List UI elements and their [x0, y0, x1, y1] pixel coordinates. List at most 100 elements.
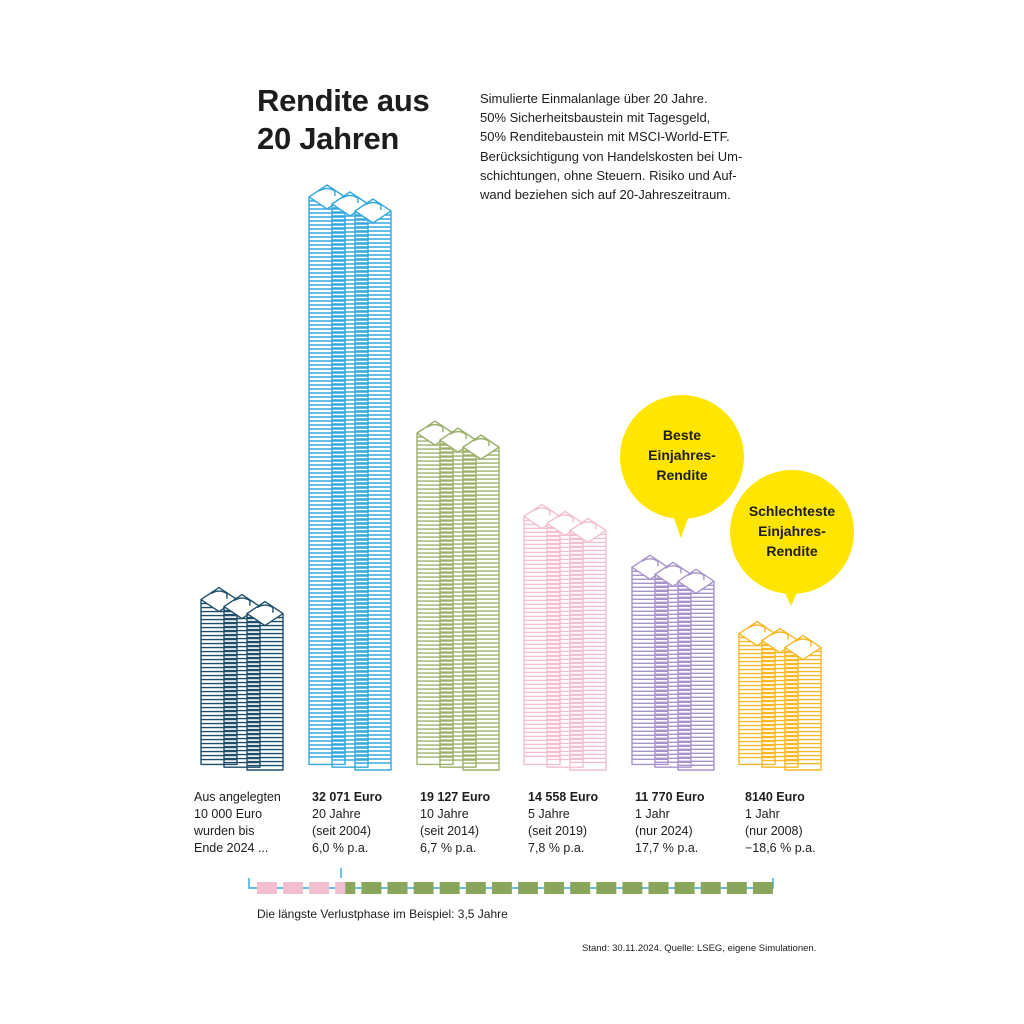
bar-range-label: (seit 2014) — [420, 824, 480, 838]
bubble-line: Rendite — [766, 543, 818, 559]
bar-value-label: 14 558 Euro — [528, 790, 599, 804]
bar-period-label: 1 Jahr — [635, 807, 670, 821]
bundle-band — [794, 638, 812, 647]
start-stack — [200, 586, 284, 771]
bubble-line: Rendite — [656, 467, 708, 483]
bundle-band — [210, 590, 228, 599]
stack-10-years — [416, 420, 500, 771]
gain-year-segment — [361, 882, 382, 894]
gain-year-segment — [544, 882, 565, 894]
chart-description: Simulierte Einmalanlage über 20 Jahre. 5… — [480, 89, 742, 204]
bubble-worst-label: Schlechteste Einjahres- Rendite — [727, 501, 857, 561]
gain-year-segment — [439, 882, 460, 894]
gain-year-segment — [726, 882, 747, 894]
bar-return-label: 17,7 % p.a. — [635, 841, 699, 855]
stack-worst-year — [738, 620, 822, 771]
bar-value-label: 19 127 Euro — [420, 790, 491, 804]
source-note: Stand: 30.11.2024. Quelle: LSEG, eigene … — [582, 943, 817, 954]
gain-year-segment — [674, 882, 695, 894]
bundle-top — [246, 600, 284, 627]
bundle-face — [416, 432, 454, 766]
bundle-band — [533, 507, 551, 516]
bundle-top — [784, 634, 822, 661]
gain-year-segment — [752, 882, 773, 894]
bubble-line: Beste — [662, 427, 702, 443]
gain-year-segment — [518, 882, 538, 894]
loss-year-segment — [257, 882, 277, 894]
bar-period-label: 20 Jahre — [312, 807, 361, 821]
description-line: Berücksichtigung von Handelskosten bei U… — [480, 148, 743, 164]
gain-year-segment — [648, 882, 669, 894]
bar-value-label: 8140 Euro — [745, 790, 805, 804]
bar-return-label: 7,8 % p.a. — [528, 841, 585, 855]
bubble-tail — [780, 582, 802, 606]
bundle-top — [354, 198, 392, 224]
bundle-band — [556, 514, 574, 523]
gain-year-segment — [465, 882, 486, 894]
intro-line: Aus angelegten — [194, 790, 281, 804]
bar-range-label: (seit 2004) — [312, 824, 372, 838]
bar-period-label: 5 Jahre — [528, 807, 570, 821]
gain-year-segment — [596, 882, 617, 894]
description-line: wand beziehen sich auf 20-Jahreszeitraum… — [480, 187, 731, 203]
description-line: 50% Renditebaustein mit MSCI-World-ETF. — [480, 129, 730, 145]
bundle-band — [664, 565, 682, 574]
bundle-band — [318, 187, 336, 196]
bundle-top — [462, 434, 500, 460]
bar-label-20-years: 32 071 Euro 20 Jahre (seit 2004) 6,0 % p… — [312, 789, 382, 857]
bar-range-label: (nur 2024) — [635, 824, 693, 838]
bundle-band — [449, 430, 467, 440]
bubble-shapes — [620, 395, 854, 606]
intro-label: Aus angelegten 10 000 Euro wurden bis En… — [194, 789, 281, 857]
stack-5-years — [523, 503, 607, 771]
bubble-line: Einjahres- — [648, 447, 716, 463]
bubble-line: Schlechteste — [748, 503, 836, 519]
bar-label-2008: 8140 Euro 1 Jahr (nur 2008) −18,6 % p.a. — [745, 789, 816, 857]
bundle-band — [256, 604, 274, 613]
stack-best-year — [631, 554, 715, 771]
bar-value-label: 32 071 Euro — [312, 790, 383, 804]
bar-period-label: 1 Jahr — [745, 807, 780, 821]
bar-range-label: (seit 2019) — [528, 824, 588, 838]
bubble-best — [620, 395, 744, 538]
gain-year-segment — [700, 882, 721, 894]
title-line-2: 20 Jahren — [257, 121, 400, 156]
bundle-band — [641, 558, 659, 567]
intro-line: wurden bis — [194, 824, 255, 838]
description-line: Simulierte Einmalanlage über 20 Jahre. — [480, 91, 708, 106]
bundle-top — [677, 568, 715, 595]
bar-stacks — [200, 184, 822, 771]
bubble-circle — [730, 470, 854, 594]
stack-20-years — [308, 184, 392, 771]
bundle-band — [687, 572, 705, 581]
bundle-band — [426, 423, 444, 433]
bar-period-label: 10 Jahre — [420, 807, 469, 821]
bubble-best-label: Beste Einjahres- Rendite — [617, 425, 747, 485]
loss-phase-label: Die längste Verlustphase im Beispiel: 3,… — [257, 907, 508, 921]
bundle-band — [771, 631, 789, 640]
description-line: 50% Sicherheitsbaustein mit Tagesgeld, — [480, 110, 711, 126]
intro-line: Ende 2024 ... — [194, 841, 269, 855]
bar-label-5-years: 14 558 Euro 5 Jahre (seit 2019) 7,8 % p.… — [528, 789, 598, 857]
bundle-band — [748, 624, 766, 633]
bar-label-2024: 11 770 Euro 1 Jahr (nur 2024) 17,7 % p.a… — [635, 789, 705, 857]
loss-year-segment — [309, 882, 330, 894]
bubble-worst — [730, 470, 854, 606]
bundle-top — [569, 517, 607, 544]
loss-year-segment — [335, 882, 346, 894]
bubble-circle — [620, 395, 744, 519]
bundle-band — [341, 194, 359, 203]
bar-return-label: −18,6 % p.a. — [745, 841, 816, 855]
bar-return-label: 6,0 % p.a. — [312, 841, 369, 855]
bundle-band — [364, 201, 382, 210]
bubble-tail — [670, 507, 692, 538]
gain-year-segment — [491, 882, 512, 894]
loss-year-segment — [283, 882, 304, 894]
gain-year-segment — [387, 882, 408, 894]
loss-phase-bar — [248, 868, 774, 894]
bar-return-label: 6,7 % p.a. — [420, 841, 477, 855]
bundle-band — [579, 521, 597, 530]
bar-label-10-years: 19 127 Euro 10 Jahre (seit 2014) 6,7 % p… — [420, 789, 490, 857]
title-line-1: Rendite aus — [257, 83, 430, 118]
gain-year-segment — [345, 882, 356, 894]
